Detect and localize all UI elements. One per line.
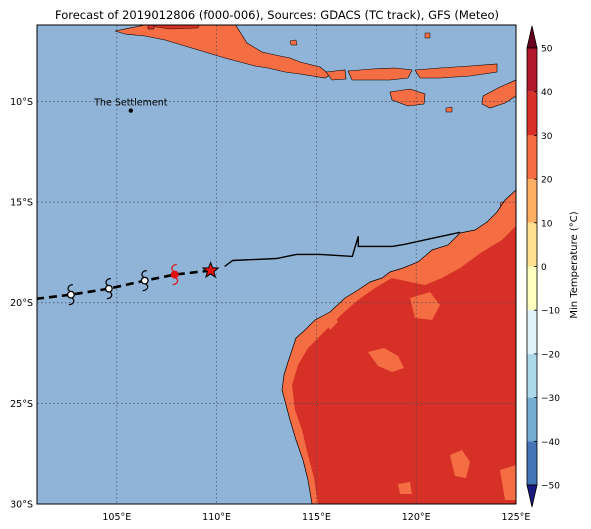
past-track-line (224, 231, 461, 268)
lon-tick-label: 120°E (402, 512, 431, 523)
tiny-island-a (289, 39, 298, 46)
colorbar-tick-label: −30 (541, 394, 560, 404)
lon-tick-label: 115°E (302, 512, 331, 523)
colorbar-top-extend (526, 25, 538, 49)
colorbar-band (527, 222, 537, 267)
interior-cool-patch-3 (450, 450, 470, 478)
colorbar-band (527, 179, 537, 223)
colorbar-tick-label: −50 (541, 482, 560, 492)
colorbar-tick-label: 20 (541, 176, 553, 186)
savu-island (445, 106, 453, 113)
java-island (114, 25, 331, 79)
lat-tick-label: 20°S (10, 298, 33, 309)
colorbar-tick-label: −20 (541, 350, 560, 360)
colorbar-tick-label: 50 (541, 45, 553, 55)
colorbar-tick-label: 10 (541, 219, 553, 229)
current-position-star-icon (201, 261, 220, 279)
colorbar-band (527, 441, 537, 485)
lat-tick-label: 10°S (10, 97, 33, 108)
colorbar-label: Min Temperature (°C) (569, 211, 580, 318)
colorbar-band (527, 48, 537, 92)
lat-tick-label: 25°S (10, 399, 33, 410)
colorbar-tick-label: 40 (541, 88, 553, 98)
lon-tick-label: 105°E (102, 512, 131, 523)
settlement-marker (128, 108, 134, 113)
colorbar-band (527, 266, 537, 311)
map-axes: 105°E 110°E 115°E 120°E 125°E 10°S 15°S 20°S 25°… (10, 97, 530, 523)
interior-cool-patch-5 (398, 482, 412, 494)
colorbar-band (527, 310, 537, 354)
timor-island (481, 79, 516, 109)
forecast-track-line (36, 269, 211, 300)
lat-tick-label: 30°S (10, 500, 33, 511)
map-labels: The Settlement (93, 98, 168, 113)
colorbar-bottom-extend (526, 484, 538, 508)
colorbar-tick-label: 30 (541, 132, 553, 142)
colorbar-band (527, 353, 537, 398)
cyclone-track (36, 231, 461, 306)
colorbar-tick-label: −10 (541, 307, 560, 317)
colorbar-tick-label: 0 (541, 263, 547, 273)
tiny-island-c (147, 25, 155, 30)
lat-tick-label: 15°S (10, 198, 33, 209)
temperature-colorbar: 50 40 30 20 10 0 −10 −20 −30 −40 −50 (526, 25, 560, 508)
storm-symbol-icon (140, 270, 149, 292)
interior-cool-patch-2 (410, 292, 440, 320)
tiny-island-b (424, 32, 431, 39)
lombok-sumbawa-islands (347, 67, 413, 81)
coastal-patch (324, 314, 338, 330)
colorbar-band (527, 397, 537, 442)
interior-cool-patch-1 (368, 348, 404, 372)
colorbar-tick-label: −40 (541, 438, 560, 448)
map-title: Forecast of 2019012806 (f000-006), Sourc… (55, 8, 499, 22)
storm-symbol-icon (104, 278, 113, 300)
bali-island (325, 69, 347, 81)
australia-hot-interior (292, 226, 516, 504)
map-area (37, 25, 516, 504)
flores-island (414, 63, 498, 79)
colorbar-band (527, 135, 537, 180)
map-frame (36, 24, 517, 505)
lon-tick-label: 125°E (502, 512, 531, 523)
interior-cool-patch-4 (500, 465, 516, 500)
colorbar-band (527, 91, 537, 136)
lon-tick-label: 110°E (202, 512, 231, 523)
storm-symbol-icon (66, 284, 75, 306)
storm-symbol-icon (170, 263, 179, 286)
settlement-label: The Settlement (93, 98, 168, 109)
